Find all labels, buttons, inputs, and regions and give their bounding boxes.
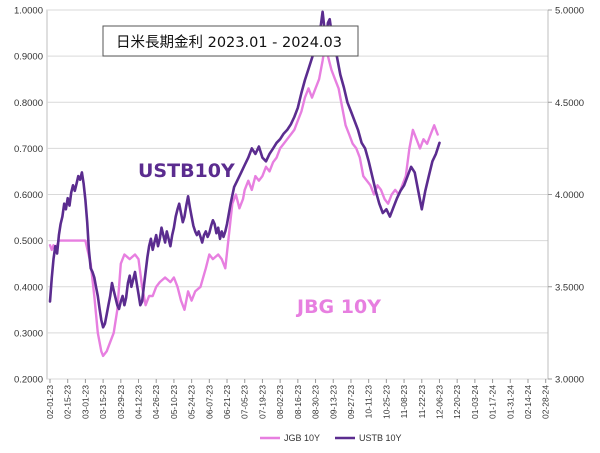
x-axis-tick-label: 03-15-23 <box>98 385 108 419</box>
right-axis-tick-label: 5.0000 <box>555 6 584 17</box>
x-axis-tick-label: 07-19-23 <box>257 385 267 419</box>
x-axis-tick-label: 11-22-23 <box>417 385 427 419</box>
x-axis-tick-label: 10-25-23 <box>381 385 391 419</box>
x-axis-tick-label: 01-03-24 <box>470 385 480 419</box>
right-axis-tick-label: 3.5000 <box>555 282 584 293</box>
left-axis-tick-label: 0.4000 <box>14 282 43 293</box>
left-axis-tick-label: 0.6000 <box>14 190 43 201</box>
x-axis-tick-label: 03-01-23 <box>80 385 90 419</box>
right-axis-tick-label: 4.0000 <box>555 190 584 201</box>
chart-title-frame <box>102 25 359 57</box>
x-axis-tick-label: 10-11-23 <box>364 385 374 419</box>
x-axis-tick-label: 06-07-23 <box>204 385 214 419</box>
left-axis-tick-label: 0.2000 <box>14 375 43 386</box>
x-axis-tick-label: 05-10-23 <box>169 385 179 419</box>
x-axis-tick-label: 12-06-23 <box>434 385 444 419</box>
x-axis-tick-label: 08-02-23 <box>275 385 285 419</box>
series-layer <box>48 10 441 358</box>
x-axis-tick-label: 09-13-23 <box>328 385 338 419</box>
right-axis-tick-label: 4.5000 <box>555 98 584 109</box>
x-axis-tick-label: 08-30-23 <box>311 385 321 419</box>
x-axis-tick-label: 01-17-24 <box>488 385 498 419</box>
x-axis-tick-label: 09-27-23 <box>346 385 356 419</box>
legend-label-ustb: USTB 10Y <box>359 433 402 443</box>
left-axis-tick-label: 0.7000 <box>14 144 43 155</box>
x-axis-tick-label: 08-16-23 <box>293 385 303 419</box>
x-axis-tick-label: 05-24-23 <box>187 385 197 419</box>
x-axis-tick-label: 06-21-23 <box>222 385 232 419</box>
x-axis-tick-label: 02-14-24 <box>523 385 533 419</box>
left-axis-tick-label: 0.8000 <box>14 98 43 109</box>
x-axis-tick-label: 03-29-23 <box>116 385 126 419</box>
chart-title: 日米長期金利 2023.01 - 2024.03 <box>116 34 342 51</box>
x-axis-tick-label: 02-28-24 <box>541 385 551 419</box>
left-axis-tick-label: 0.9000 <box>14 52 43 63</box>
x-axis-tick-label: 12-20-23 <box>452 385 462 419</box>
legend-label-jgb: JGB 10Y <box>284 433 320 443</box>
x-axis-tick-label: 02-15-23 <box>63 385 73 419</box>
x-axis-tick-label: 07-05-23 <box>240 385 250 419</box>
legend: JGB 10Y USTB 10Y <box>260 433 402 443</box>
x-axis-tick-label: 01-31-24 <box>505 385 515 419</box>
x-axis-tick-label: 11-08-23 <box>399 385 409 419</box>
x-axis-tick-label: 04-26-23 <box>151 385 161 419</box>
left-axis-tick-label: 1.0000 <box>14 6 43 17</box>
x-axis-tick-label: 04-12-23 <box>134 385 144 419</box>
left-axis-tick-label: 0.5000 <box>14 236 43 247</box>
series-line-ustb-10y <box>48 10 441 329</box>
annotation-ustb: USTB10Y <box>138 160 235 182</box>
chart-title-box: 日米長期金利 2023.01 - 2024.03 <box>102 25 359 57</box>
right-axis-tick-label: 3.0000 <box>555 375 584 386</box>
axes: 1.0000 0.9000 0.8000 0.7000 0.6000 0.5000 0.40… <box>14 6 584 420</box>
annotation-jbg: JBG 10Y <box>295 296 381 318</box>
left-axis-tick-label: 0.3000 <box>14 328 43 339</box>
x-axis-tick-label: 02-01-23 <box>45 385 55 419</box>
